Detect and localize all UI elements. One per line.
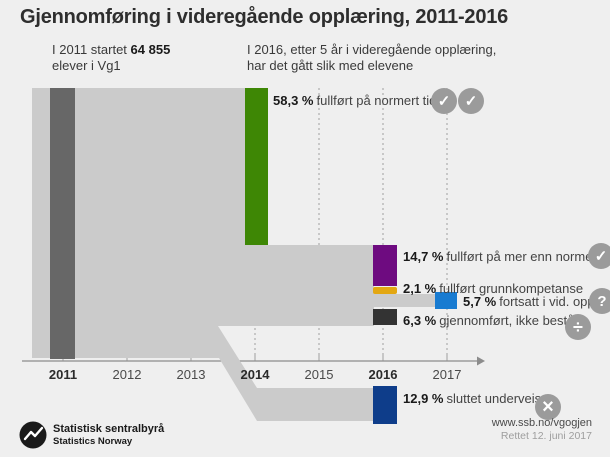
label-fullfort-normert: 58,3 % fullført på normert tid (273, 93, 437, 108)
cohort-count: 64 855 (130, 42, 171, 57)
label-sluttet-underveis: 12,9 % sluttet underveis (403, 391, 542, 406)
axis-arrow-icon (477, 356, 485, 366)
source-url: www.ssb.no/vgogjen (491, 417, 592, 429)
band-to-fortsatt (374, 294, 436, 307)
year-label-2013: 2013 (176, 367, 206, 382)
divide-icon: ÷ (565, 314, 591, 340)
pct-fullfort-normert: 58,3 % (273, 93, 314, 108)
label-grunnkompetanse: 2,1 % fullført grunnkompetanse (403, 281, 584, 296)
bar-fortsatt-i-oppl (435, 292, 457, 309)
cross-icon: × (535, 394, 561, 420)
page-title: Gjennomføring i videregående opplæring, … (20, 6, 509, 28)
pct-fullfort-mer-enn-normert: 14,7 % (403, 249, 444, 264)
band-dropout-branch (32, 326, 374, 421)
year-label-2017: 2017 (432, 367, 462, 382)
bar-grunnkompetanse (373, 287, 397, 294)
year-label-2015: 2015 (304, 367, 334, 382)
label-fullfort-mer-enn-normert: 14,7 % fullført på mer enn normert (403, 249, 601, 264)
intro-2016: I 2016, etter 5 år i videregående opplær… (247, 42, 496, 74)
check-icon: ✓ (431, 88, 457, 114)
revision-note: Rettet 12. juni 2017 (500, 430, 592, 442)
org-name-no: Statistisk sentralbyrå (53, 423, 165, 435)
pct-sluttet-underveis: 12,9 % (403, 391, 444, 406)
source-block: www.ssb.no/vgogjen Rettet 12. juni 2017 (492, 417, 592, 442)
pct-grunnkompetanse: 2,1 % (403, 281, 437, 296)
year-label-2016: 2016 (368, 367, 398, 382)
band-after-2014 (268, 245, 374, 326)
year-label-2011: 2011 (48, 367, 78, 382)
intro-2011-line2: elever i Vg1 (52, 58, 121, 73)
bar-fullfort-mer-enn-normert (373, 245, 397, 286)
bar-fullfort-normert (245, 88, 268, 245)
pct-fortsatt-i-oppl: 5,7 % (463, 294, 497, 309)
pct-gjennomfort-ikke-bestatt: 6,3 % (403, 313, 437, 328)
bar-gjennomfort-ikke-bestatt (373, 309, 397, 325)
intro-2016-line2: har det gått slik med elevene (247, 58, 414, 73)
year-label-2014: 2014 (240, 367, 270, 382)
label-gjennomfort-ikke-bestatt: 6,3 % gjennomført, ikke bestått (403, 313, 582, 328)
check-icon: ✓ (588, 243, 610, 269)
label-fortsatt-i-oppl: 5,7 % fortsatt i vid. oppl. (463, 294, 602, 309)
intro-2011: I 2011 startet 64 855 elever i Vg1 (52, 42, 170, 74)
ssb-logo-icon (19, 421, 47, 449)
intro-2011-prefix: I 2011 startet (52, 42, 131, 57)
time-axis (22, 354, 485, 366)
org-name-en: Statistics Norway (53, 436, 133, 447)
intro-2016-line1: I 2016, etter 5 år i videregående opplær… (247, 42, 497, 57)
question-icon: ? (589, 288, 610, 314)
bar-2011-cohort (50, 88, 75, 359)
bar-sluttet-underveis (373, 386, 397, 424)
year-label-2012: 2012 (112, 367, 142, 382)
check-icon: ✓ (458, 88, 484, 114)
